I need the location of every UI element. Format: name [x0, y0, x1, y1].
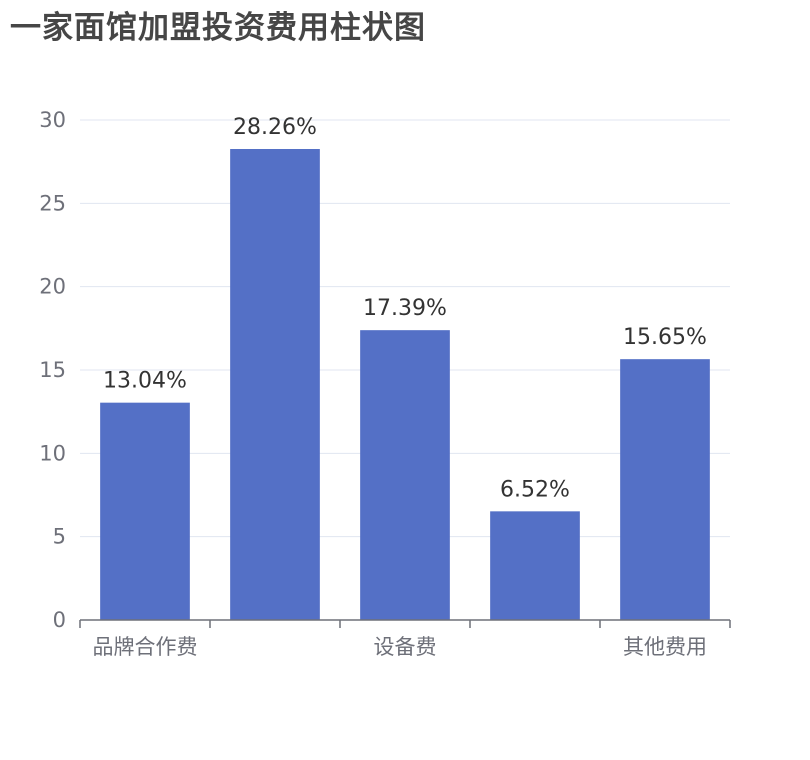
bars — [100, 149, 710, 620]
y-tick-label: 30 — [39, 108, 66, 132]
x-axis: 品牌合作费 设备费 其他费用 — [79, 619, 731, 659]
bar-value-label: 13.04% — [103, 369, 187, 394]
y-axis: 0 5 10 15 20 25 30 — [39, 108, 66, 632]
x-tick-label: 设备费 — [374, 635, 437, 659]
x-tick-label: 品牌合作费 — [93, 635, 198, 659]
y-tick-label: 0 — [53, 608, 66, 632]
chart-title: 一家面馆加盟投资费用柱状图 — [10, 10, 426, 46]
bar-value-label: 17.39% — [363, 296, 447, 321]
y-tick-label: 20 — [39, 275, 66, 299]
bar-value-label: 15.65% — [623, 325, 707, 350]
bar — [360, 330, 450, 620]
y-tick-label: 15 — [39, 358, 66, 382]
data-labels: 13.04% 28.26% 17.39% 6.52% 15.65% — [103, 115, 707, 502]
y-tick-label: 25 — [39, 191, 66, 215]
y-tick-label: 5 — [53, 525, 66, 549]
bar — [620, 359, 710, 620]
bar-value-label: 28.26% — [233, 115, 317, 140]
bar — [100, 402, 190, 620]
bar — [490, 511, 580, 620]
bar — [230, 149, 320, 620]
y-tick-label: 10 — [39, 441, 66, 465]
bar-value-label: 6.52% — [500, 477, 570, 502]
x-tick-label: 其他费用 — [623, 635, 707, 659]
